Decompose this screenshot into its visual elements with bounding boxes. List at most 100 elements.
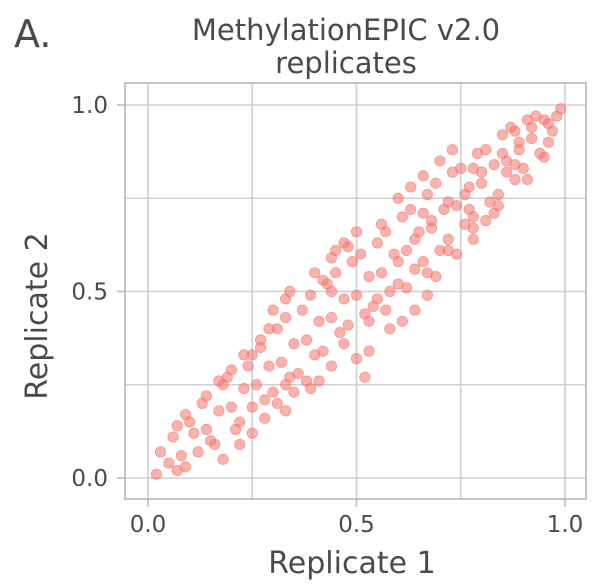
scatter-point xyxy=(313,315,325,327)
scatter-point xyxy=(417,256,429,268)
y-tick-label: 1.0 xyxy=(71,93,108,119)
scatter-point xyxy=(509,174,521,186)
scatter-point xyxy=(421,188,433,201)
scatter-point xyxy=(488,207,500,219)
scatter-point xyxy=(396,315,408,327)
scatter-point xyxy=(238,349,250,361)
scatter-point xyxy=(192,446,204,458)
scatter-point xyxy=(171,420,183,432)
scatter-point xyxy=(330,267,342,279)
scatter-point xyxy=(359,371,371,383)
scatter-point xyxy=(442,244,454,257)
scatter-point xyxy=(288,338,300,350)
scatter-point xyxy=(526,121,538,133)
scatter-point xyxy=(242,360,254,372)
scatter-point xyxy=(355,248,367,260)
scatter-point xyxy=(501,166,513,178)
scatter-point xyxy=(150,468,162,480)
scatter-point xyxy=(171,464,183,477)
scatter-point xyxy=(459,188,471,201)
scatter-point xyxy=(363,315,375,327)
scatter-point xyxy=(446,144,459,156)
x-tick-label: 0.0 xyxy=(130,512,167,538)
scatter-point xyxy=(434,155,446,167)
scatter-point xyxy=(442,233,454,245)
scatter-point xyxy=(371,237,383,249)
scatter-point xyxy=(325,360,338,372)
y-axis-title: Replicate 2 xyxy=(20,232,55,399)
scatter-point xyxy=(317,345,329,357)
scatter-point xyxy=(455,162,467,175)
scatter-point xyxy=(509,159,521,171)
points-layer xyxy=(150,103,567,480)
scatter-point xyxy=(392,256,404,268)
scatter-point xyxy=(425,215,438,227)
scatter-point xyxy=(204,435,217,447)
scatter-point xyxy=(246,427,258,439)
scatter-point xyxy=(254,334,267,346)
scatter-point xyxy=(163,457,175,469)
scatter-point xyxy=(380,304,392,316)
scatter-point xyxy=(280,405,292,417)
scatter-point xyxy=(475,166,488,178)
plot-area: 0.0 0.5 1.0 0.0 0.5 1.0 xyxy=(71,82,587,538)
scatter-point xyxy=(284,285,296,298)
scatter-point xyxy=(467,233,479,245)
scatter-point xyxy=(280,312,292,324)
scatter-point xyxy=(492,188,504,201)
scatter-point xyxy=(350,289,363,301)
scatter-point xyxy=(167,431,179,443)
scatter-point xyxy=(213,405,225,417)
scatter-point xyxy=(405,203,417,216)
scatter-point xyxy=(300,375,313,387)
ticks-layer: 0.0 0.5 1.0 0.0 0.5 1.0 xyxy=(71,93,583,538)
scatter-point xyxy=(300,334,313,346)
scatter-point xyxy=(538,151,550,163)
scatter-point xyxy=(542,136,554,148)
scatter-point xyxy=(188,427,200,439)
x-tick-label: 0.5 xyxy=(338,512,375,538)
scatter-point xyxy=(317,274,329,286)
scatter-point xyxy=(475,177,488,189)
scatter-point xyxy=(275,356,288,368)
scatter-point xyxy=(496,129,509,141)
scatter-point xyxy=(409,263,421,275)
scatter-point xyxy=(405,181,417,193)
scatter-point xyxy=(526,132,538,145)
scatter-point xyxy=(246,401,258,413)
scatter-point xyxy=(488,159,500,171)
scatter-point xyxy=(288,386,300,398)
scatter-point xyxy=(342,319,354,331)
scatter-point xyxy=(338,293,350,305)
y-tick-label: 0.5 xyxy=(71,280,108,306)
scatter-point xyxy=(305,289,317,301)
scatter-point xyxy=(409,233,421,245)
scatter-point xyxy=(375,267,388,279)
scatter-point xyxy=(350,353,363,365)
scatter-point xyxy=(309,267,321,279)
scatter-point xyxy=(259,394,271,406)
scatter-point xyxy=(338,237,350,249)
scatter-point xyxy=(417,170,429,182)
scatter-point xyxy=(217,453,229,465)
scatter-point xyxy=(229,423,242,436)
scatter-point xyxy=(509,125,521,137)
scatter-point xyxy=(400,282,413,294)
scatter-point xyxy=(259,412,271,424)
scatter-point xyxy=(384,323,396,335)
scatter-point xyxy=(250,379,263,391)
x-axis-title: Replicate 1 xyxy=(268,546,435,581)
scatter-point xyxy=(384,285,396,298)
scatter-point xyxy=(375,218,388,230)
scatter-point xyxy=(463,203,475,216)
scatter-point xyxy=(313,375,325,387)
scatter-point xyxy=(400,244,413,257)
chart-title: MethylationEPIC v2.0 replicates xyxy=(192,13,500,80)
scatter-point xyxy=(338,338,350,350)
scatter-point xyxy=(480,144,492,156)
scatter-point xyxy=(392,192,404,204)
scatter-point xyxy=(480,215,492,227)
scatter-point xyxy=(184,416,196,428)
scatter-point xyxy=(175,450,187,462)
